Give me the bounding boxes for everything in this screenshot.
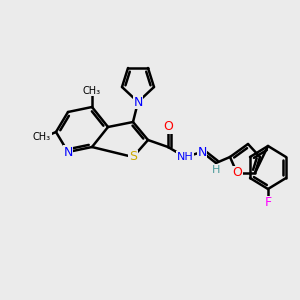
Text: S: S [129,151,137,164]
Text: F: F [264,196,272,209]
Text: N: N [63,146,73,158]
Text: O: O [232,167,242,179]
Text: H: H [212,165,220,175]
Text: N: N [133,95,143,109]
Text: CH₃: CH₃ [33,132,51,142]
Text: O: O [163,121,173,134]
Text: CH₃: CH₃ [83,86,101,96]
Text: N: N [197,146,207,158]
Text: NH: NH [177,152,194,162]
